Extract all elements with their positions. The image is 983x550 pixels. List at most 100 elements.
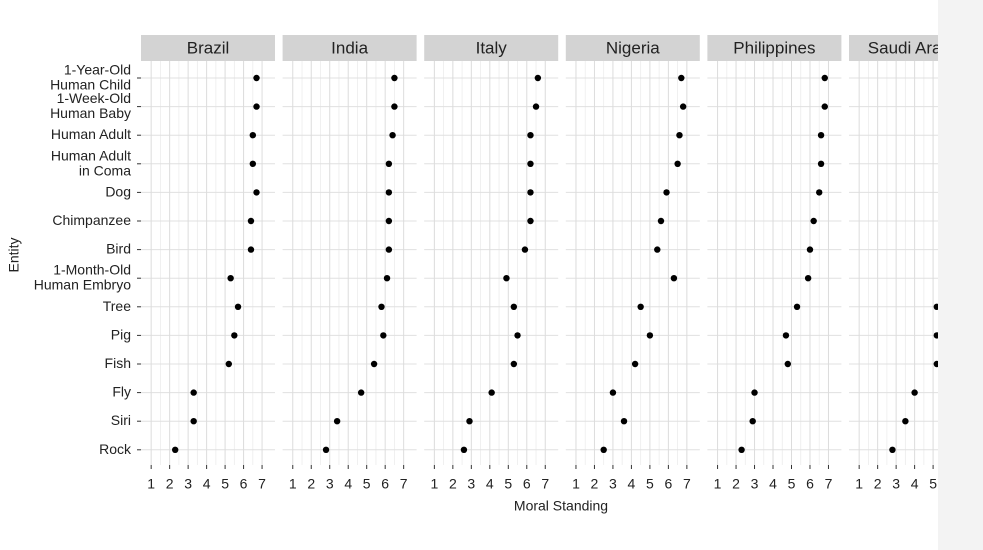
y-tick-label: Chimpanzee	[52, 212, 131, 228]
dot	[806, 246, 814, 253]
dot	[902, 418, 909, 425]
y-tick-label-line: Human Adult	[51, 126, 131, 142]
x-tick-label: 1	[855, 476, 863, 492]
dot	[225, 360, 232, 368]
y-tick-label: Tree	[103, 298, 131, 314]
y-tick-label: Fish	[105, 355, 131, 371]
dot	[527, 132, 534, 139]
dot	[190, 389, 197, 396]
y-tick-label-line: Chimpanzee	[52, 212, 131, 228]
x-tick-label: 3	[892, 476, 900, 492]
x-tick-label: 2	[166, 476, 174, 492]
x-tick-label: 1	[430, 476, 438, 492]
y-tick-label-line: Dog	[105, 183, 131, 199]
dot	[663, 189, 670, 196]
dot	[510, 303, 518, 310]
dot	[676, 132, 683, 139]
dot	[190, 418, 197, 425]
dot	[646, 332, 654, 339]
x-tick-label: 1	[572, 476, 580, 492]
x-tick-label: 7	[400, 476, 408, 492]
x-tick-label: 4	[486, 476, 494, 492]
x-tick-label: 5	[504, 476, 512, 492]
facet-title: Saudi Arabia	[868, 38, 965, 57]
dot	[389, 132, 396, 139]
panel	[707, 61, 842, 465]
dot	[391, 103, 398, 110]
x-tick-label: 6	[240, 476, 248, 492]
x-tick-label: 7	[541, 476, 549, 492]
dot	[510, 360, 518, 368]
x-tick-label: 5	[363, 476, 371, 492]
facet-title: India	[331, 38, 368, 57]
dot	[609, 389, 617, 396]
y-axis-label: Entity	[6, 237, 22, 272]
dot	[383, 275, 391, 282]
y-tick-label-line: Human Embryo	[34, 276, 131, 292]
dot	[253, 74, 260, 82]
y-tick-label-line: Bird	[106, 240, 131, 256]
y-tick-label-line: 1-Week-Old	[57, 90, 131, 106]
y-tick-label: Bird	[106, 240, 131, 256]
dot	[227, 275, 234, 282]
facet-strip	[849, 35, 938, 61]
facet-strip	[565, 35, 700, 61]
y-tick-label-line: Siri	[111, 412, 131, 428]
x-tick-label: 5	[788, 476, 796, 492]
x-tick-label: 6	[381, 476, 389, 492]
x-tick-label: 6	[664, 476, 672, 492]
x-tick-label: 5	[646, 476, 654, 492]
dot	[527, 160, 534, 167]
dot	[247, 246, 255, 253]
dot	[385, 160, 393, 167]
facet-strip	[707, 35, 842, 61]
x-tick-label: 7	[258, 476, 266, 492]
y-tick-label: Human Adult in Coma	[51, 147, 131, 178]
dot	[333, 418, 341, 425]
dot	[357, 389, 365, 396]
dot	[674, 160, 681, 167]
dot	[253, 189, 260, 196]
dot	[521, 246, 529, 253]
dot	[231, 332, 238, 339]
x-axis-label: Moral Standing	[514, 498, 608, 514]
x-tick-label: 5	[221, 476, 229, 492]
x-tick-label: 4	[344, 476, 352, 492]
y-tick-label-line: Pig	[111, 326, 131, 342]
y-tick-label-line: Fly	[112, 383, 131, 399]
dot	[670, 275, 678, 282]
x-tick-label: 2	[449, 476, 457, 492]
dot	[751, 389, 758, 396]
y-tick-label-line: Human Adult	[51, 147, 131, 163]
dot	[488, 389, 495, 396]
facet-strip	[424, 35, 559, 61]
dot	[253, 103, 260, 110]
facet-title: Brazil	[187, 38, 230, 57]
y-tick-label: 1-Month-Old Human Embryo	[34, 261, 131, 292]
dot	[171, 446, 179, 453]
x-tick-label: 3	[184, 476, 192, 492]
dot	[249, 160, 257, 167]
x-tick-label: 2	[307, 476, 315, 492]
dot	[657, 217, 665, 225]
y-tick-label-line: Rock	[99, 441, 132, 457]
dot	[527, 217, 534, 225]
y-tick-label-line: Tree	[103, 298, 131, 314]
y-tick-label-line: in Coma	[79, 162, 131, 178]
x-tick-label: 6	[806, 476, 814, 492]
y-tick-label: Human Adult	[51, 126, 131, 142]
dot	[391, 74, 398, 82]
x-tick-label: 2	[732, 476, 740, 492]
facet-title: Philippines	[733, 38, 815, 57]
y-tick-label: 1-Week-Old Human Baby	[50, 90, 131, 121]
side-strip	[938, 0, 983, 550]
x-tick-label: 7	[683, 476, 691, 492]
dot	[679, 103, 687, 110]
facet-title: Nigeria	[606, 38, 660, 57]
y-tick-label: Pig	[111, 326, 131, 342]
dot	[911, 389, 918, 396]
dot	[534, 74, 542, 82]
dot	[804, 275, 812, 282]
y-tick-label-line: Human Baby	[50, 105, 131, 121]
